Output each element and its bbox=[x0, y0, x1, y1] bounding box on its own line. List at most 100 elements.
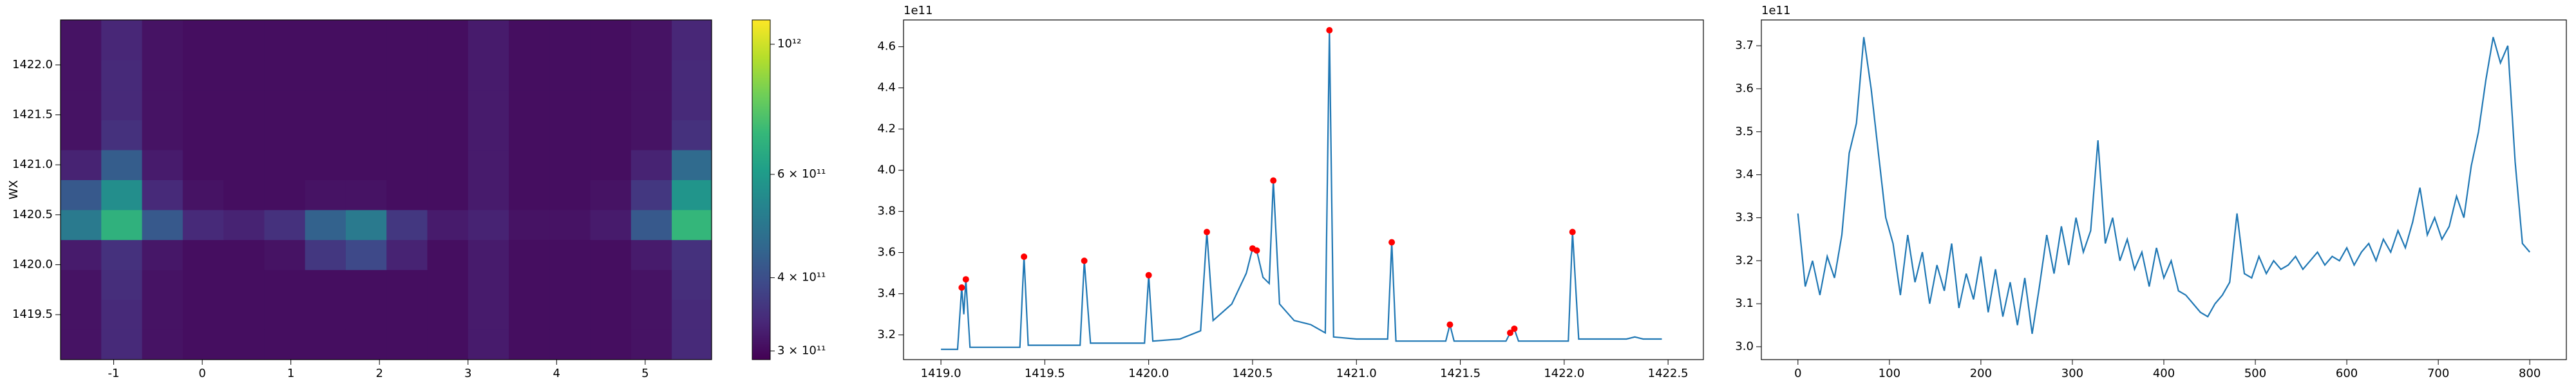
heatmap-cell bbox=[590, 179, 632, 210]
heatmap-cell bbox=[305, 149, 346, 180]
heatmap-cell bbox=[142, 329, 184, 360]
heatmap-cell bbox=[549, 179, 591, 210]
x-tick-label: 1422.5 bbox=[1648, 367, 1689, 380]
heatmap-cell bbox=[509, 270, 550, 300]
heatmap-cell bbox=[630, 270, 672, 300]
heatmap-cell bbox=[264, 20, 306, 60]
peak-marker bbox=[1253, 247, 1260, 254]
heatmap-cell bbox=[305, 120, 346, 151]
heatmap-cell bbox=[264, 299, 306, 330]
heatmap-cell bbox=[509, 60, 550, 91]
peak-marker bbox=[1388, 239, 1396, 246]
heatmap-cell bbox=[386, 149, 428, 180]
axis-offset-label: 1e11 bbox=[1761, 4, 1790, 17]
heatmap-cell bbox=[101, 20, 143, 60]
x-tick-label: 500 bbox=[2244, 367, 2266, 380]
heatmap-cell bbox=[101, 270, 143, 300]
heatmap-cell bbox=[630, 20, 672, 60]
heatmap-cell bbox=[305, 239, 346, 270]
heatmap-cell bbox=[101, 239, 143, 270]
heatmap-cell bbox=[223, 149, 265, 180]
heatmap-cell bbox=[672, 210, 712, 241]
heatmap-cell bbox=[101, 149, 143, 180]
heatmap-cell bbox=[101, 89, 143, 120]
heatmap-cell bbox=[264, 89, 306, 120]
heatmap-cell bbox=[223, 239, 265, 270]
heatmap-cell bbox=[142, 149, 184, 180]
heatmap-cell bbox=[549, 299, 591, 330]
y-tick-label: 1422.0 bbox=[12, 58, 53, 71]
heatmap-cell bbox=[549, 60, 591, 91]
heatmap-cell bbox=[264, 239, 306, 270]
x-tick-label: 5 bbox=[641, 367, 649, 380]
heatmap-cell bbox=[468, 329, 509, 360]
axes-frame bbox=[60, 19, 712, 360]
heatmap-cell bbox=[427, 60, 469, 91]
heatmap-cell bbox=[468, 120, 509, 151]
heatmap-cell bbox=[182, 210, 224, 241]
y-axis-label: WX bbox=[7, 180, 21, 199]
heatmap-cell bbox=[386, 89, 428, 120]
heatmap-cell bbox=[305, 270, 346, 300]
heatmap-cell bbox=[468, 149, 509, 180]
heatmap-cell bbox=[223, 120, 265, 151]
heatmap-cell bbox=[672, 299, 712, 330]
heatmap-cell bbox=[223, 210, 265, 241]
data-line bbox=[941, 30, 1662, 351]
heatmap-cell bbox=[590, 149, 632, 180]
heatmap-cell bbox=[101, 329, 143, 360]
heatmap-cell bbox=[345, 270, 387, 300]
heatmap-cell bbox=[142, 210, 184, 241]
heatmap-cell bbox=[223, 329, 265, 360]
heatmap-cell bbox=[223, 179, 265, 210]
heatmap-cell bbox=[101, 210, 143, 241]
heatmap-cell bbox=[427, 210, 469, 241]
x-tick-label: 300 bbox=[2061, 367, 2083, 380]
y-tick-label: 1420.0 bbox=[12, 257, 53, 271]
y-tick-label: 3.4 bbox=[877, 287, 896, 300]
heatmap-cell bbox=[142, 299, 184, 330]
heatmap-cell bbox=[386, 60, 428, 91]
x-tick-label: 4 bbox=[553, 367, 560, 380]
colorbar-tick-label: 3 × 10¹¹ bbox=[777, 344, 826, 358]
heatmap-cell bbox=[264, 270, 306, 300]
x-tick-label: 1421.5 bbox=[1440, 367, 1481, 380]
heatmap-cell bbox=[672, 149, 712, 180]
peak-marker bbox=[962, 276, 969, 283]
heatmap-cell bbox=[590, 89, 632, 120]
heatmap-cell bbox=[386, 20, 428, 60]
heatmap-cell bbox=[468, 270, 509, 300]
heatmap-cell bbox=[549, 120, 591, 151]
heatmap-cell bbox=[468, 89, 509, 120]
x-tick-label: 1 bbox=[287, 367, 294, 380]
y-tick-label: 3.2 bbox=[1735, 253, 1754, 267]
heatmap-cell bbox=[305, 329, 346, 360]
heatmap-cell bbox=[427, 239, 469, 270]
heatmap-cell bbox=[427, 20, 469, 60]
heatmap-cell bbox=[468, 20, 509, 60]
heatmap-cell bbox=[590, 329, 632, 360]
heatmap-cell bbox=[549, 270, 591, 300]
heatmap-cell bbox=[427, 120, 469, 151]
heatmap-cell bbox=[264, 210, 306, 241]
heatmap-cell bbox=[345, 329, 387, 360]
heatmap-cell bbox=[223, 20, 265, 60]
x-tick-label: 600 bbox=[2336, 367, 2358, 380]
data-line bbox=[1797, 37, 2531, 335]
x-tick-label: 1420.5 bbox=[1232, 367, 1273, 380]
x-tick-label: -1 bbox=[108, 367, 120, 380]
peak-marker bbox=[1569, 228, 1576, 235]
heatmap-cell bbox=[142, 270, 184, 300]
heatmap-cell bbox=[590, 270, 632, 300]
x-tick-label: 200 bbox=[1970, 367, 1992, 380]
heatmap-cell bbox=[468, 179, 509, 210]
heatmap-cell bbox=[345, 179, 387, 210]
heatmap-cell bbox=[509, 299, 550, 330]
heatmap-cell bbox=[630, 60, 672, 91]
y-tick-label: 3.7 bbox=[1735, 39, 1754, 52]
heatmap-cell bbox=[345, 239, 387, 270]
heatmap-cell bbox=[630, 329, 672, 360]
heatmap-cell bbox=[305, 89, 346, 120]
peak-marker bbox=[1326, 27, 1333, 33]
